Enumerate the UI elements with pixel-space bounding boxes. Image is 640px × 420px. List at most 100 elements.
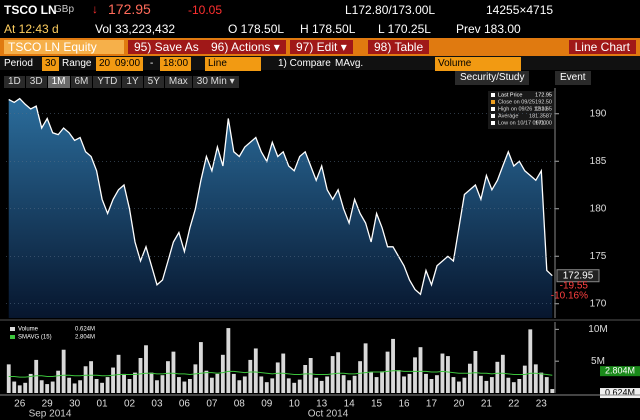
info-box-bg — [488, 91, 554, 129]
volume-bar — [385, 351, 390, 393]
volume-bar — [429, 379, 434, 393]
volume-bar — [358, 361, 363, 393]
annotation: -19.55 — [560, 281, 589, 292]
volume-bar — [522, 365, 527, 393]
input[interactable]: 09:00 — [112, 57, 144, 71]
month-label: Oct 2014 — [308, 409, 349, 420]
volume-bar — [330, 356, 335, 393]
volume-bar — [111, 367, 115, 393]
x-tick-label: 03 — [151, 399, 163, 410]
volume-bar — [402, 376, 406, 393]
x-tick-label: 26 — [14, 399, 26, 410]
volume-bar — [149, 372, 154, 393]
x-tick-label: 29 — [42, 399, 54, 410]
low: L 170.25L — [378, 22, 431, 36]
timeframe-button[interactable]: 6M — [70, 76, 93, 88]
volume-bar — [270, 378, 275, 393]
volume-bar — [314, 377, 319, 393]
volume-bar — [457, 381, 461, 393]
x-tick-label: 17 — [426, 399, 438, 410]
volume-bar — [446, 356, 450, 393]
volume-bar — [204, 370, 209, 393]
volume-bar — [341, 375, 346, 393]
timeframe-button[interactable]: 30 Min ▾ — [192, 76, 239, 88]
y-tick-label: 5M — [591, 356, 605, 367]
label: MAvg. — [335, 58, 364, 69]
volume-bar — [105, 377, 110, 393]
volume-bar — [100, 382, 104, 393]
volume-bar — [209, 377, 214, 393]
price-area — [8, 98, 553, 318]
info-label: Low on 10/17 09:00 — [498, 120, 546, 126]
price-line — [8, 97, 553, 296]
input[interactable]: 20 — [96, 57, 114, 71]
toolbar-button[interactable]: 97) Edit ▾ — [290, 40, 353, 54]
timeframe-button[interactable]: YTD — [93, 76, 122, 88]
security[interactable]: TSCO LN Equity — [4, 40, 124, 54]
input[interactable]: 18:00 — [160, 57, 192, 71]
legend-value: 2.804M — [75, 335, 95, 341]
legend-value: 172.95 — [535, 92, 552, 98]
volume-bar — [72, 383, 77, 393]
timeframe-button[interactable]: 1Y — [122, 76, 143, 88]
volume-bar — [506, 377, 511, 393]
timeframe-button[interactable]: 5Y — [143, 76, 164, 88]
tool[interactable]: Security/Study — [455, 71, 530, 85]
x-tick-label: 21 — [481, 399, 493, 410]
timeframe-button[interactable]: 3D — [25, 76, 47, 88]
bid-ask: L172.80/173.00L — [345, 3, 436, 17]
x-tick-label: 16 — [398, 399, 410, 410]
last-price-tag — [556, 269, 600, 283]
input[interactable]: Volume — [435, 57, 521, 71]
volume-bar — [413, 357, 417, 393]
volume-bar — [155, 380, 159, 393]
volume-bar — [544, 377, 549, 393]
volume-bar — [533, 364, 538, 393]
volume-bar — [528, 329, 533, 393]
toolbar-button[interactable]: 98) Table — [368, 40, 430, 54]
volume-bar — [363, 343, 368, 393]
y-tick-label: 180 — [590, 203, 607, 214]
timeframe-button[interactable]: 1D — [4, 76, 25, 88]
change: -10.05 — [188, 3, 223, 17]
volume-bar — [391, 338, 395, 393]
x-tick-label: 23 — [536, 399, 548, 410]
label: Period — [4, 58, 33, 69]
volume-bar — [237, 380, 242, 393]
x-tick-label: 01 — [97, 399, 109, 410]
volume-bar — [336, 352, 341, 393]
volume-bar — [380, 371, 384, 393]
volume-bar — [259, 376, 264, 393]
timeframe-button[interactable]: 1M — [47, 76, 70, 88]
volume-bar — [484, 380, 489, 393]
volume-bar — [478, 375, 483, 393]
time: At 12:43 d — [4, 22, 59, 36]
input[interactable]: 30 — [42, 57, 60, 71]
input[interactable]: Line — [205, 57, 261, 71]
volume-bar — [347, 380, 352, 393]
volume-bar — [489, 377, 494, 393]
toolbar-button[interactable]: 95) Save As — [128, 40, 205, 54]
volume-bar — [6, 364, 11, 393]
tool[interactable]: Event — [555, 71, 591, 85]
volume-bar — [39, 380, 44, 393]
x-tick-label: 06 — [179, 399, 191, 410]
toolbar-button[interactable]: 96) Actions ▾ — [205, 40, 286, 54]
value-tag — [600, 366, 640, 377]
volume-bar — [122, 373, 126, 393]
x-tick-label: 20 — [453, 399, 465, 410]
timeframe-button[interactable]: Max — [164, 76, 192, 88]
volume-bar — [451, 377, 456, 393]
volume-bar — [242, 376, 247, 393]
x-tick-label: 02 — [124, 399, 136, 410]
volume-bar — [275, 362, 280, 393]
value-tag-label: 2.804M — [605, 366, 635, 376]
info-value: 191.65 — [535, 106, 552, 112]
volume-bar — [550, 389, 555, 393]
legend-swatch — [10, 327, 15, 331]
currency: GBp — [54, 4, 75, 15]
volume-bar — [220, 354, 225, 393]
